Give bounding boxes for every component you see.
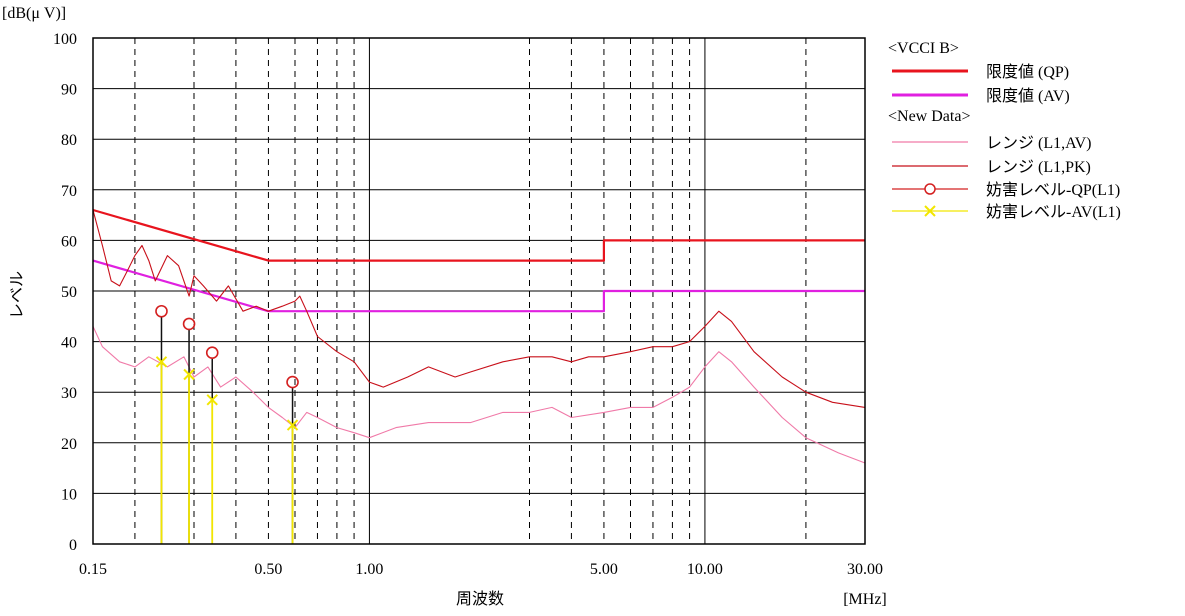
legend: <VCCI B> <New Data> 限度値 (QP) 限度値 (AV) レンジ …	[888, 40, 1121, 221]
y-axis-title: レベル	[9, 271, 26, 319]
legend-label-2: レンジ (L1,AV)	[986, 135, 1091, 152]
legend-group-vcci-title: <VCCI B>	[888, 40, 959, 57]
y-tick-label: 80	[61, 132, 77, 149]
x-tick-label: 5.00	[590, 561, 618, 578]
series-line-1	[92, 259, 865, 313]
y-tick-label: 70	[61, 183, 77, 200]
legend-label-5: 妨害レベル-AV(L1)	[986, 203, 1121, 221]
x-unit-label: [MHz]	[843, 591, 887, 608]
legend-marker-x	[924, 205, 936, 217]
axis-layer: 0 10 20 30 40 50 60 70 80 90 100 0.15 0.50 1.00 5.00 10…	[53, 31, 883, 578]
x-axis-title: 周波数	[456, 590, 504, 608]
av-marker	[286, 419, 299, 431]
x-tick-label: 30.00	[847, 561, 883, 578]
y-tick-label: 0	[69, 537, 77, 554]
av-marker	[206, 394, 218, 406]
marker-layer	[155, 304, 299, 544]
qp-marker	[286, 375, 299, 389]
legend-group-newdata-title: <New Data>	[888, 108, 970, 125]
legend-label-4: 妨害レベル-QP(L1)	[986, 181, 1120, 199]
x-tick-label: 1.00	[355, 561, 383, 578]
qp-marker	[205, 346, 219, 360]
y-tick-label: 20	[61, 436, 77, 453]
legend-label-1: 限度値 (AV)	[986, 87, 1070, 105]
plot-frame	[92, 37, 866, 545]
x-tick-label: 0.50	[254, 561, 282, 578]
series-layer	[92, 208, 866, 464]
y-tick-label: 10	[61, 486, 77, 503]
y-unit-label: [dB(μ V)]	[2, 5, 66, 22]
series-line-3	[92, 209, 866, 408]
y-tick-label: 90	[61, 82, 77, 99]
av-marker	[155, 356, 168, 368]
x-tick-label: 10.00	[687, 561, 723, 578]
series-line-0	[92, 208, 865, 262]
qp-marker	[182, 317, 196, 331]
legend-label-3: レンジ (L1,PK)	[986, 159, 1091, 176]
y-tick-label: 50	[61, 284, 77, 301]
av-marker	[183, 368, 195, 381]
y-tick-label: 60	[61, 233, 77, 250]
legend-marker-o	[924, 183, 936, 195]
x-tick-label: 0.15	[79, 561, 107, 578]
qp-marker	[155, 304, 168, 318]
y-tick-label: 40	[61, 335, 77, 352]
y-tick-label: 30	[61, 385, 77, 402]
legend-label-0: 限度値 (QP)	[986, 63, 1069, 81]
y-tick-label: 100	[53, 31, 77, 48]
